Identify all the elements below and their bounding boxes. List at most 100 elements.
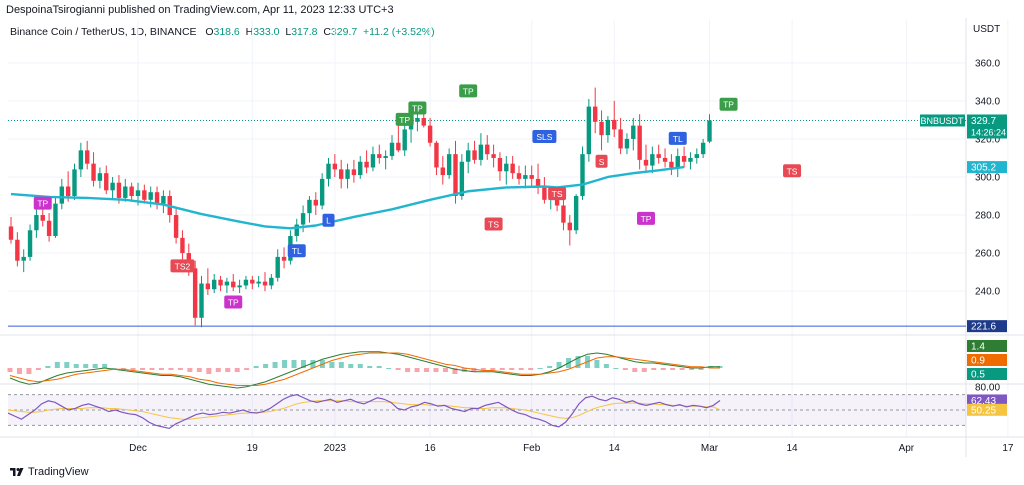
- rsi-ma-value-tag-bg: [967, 403, 1007, 416]
- candle-body: [491, 154, 496, 158]
- candle-body: [21, 256, 26, 261]
- macd-value-tag-bg: [967, 368, 1007, 380]
- signal-marker-box: [548, 187, 567, 201]
- symbol-tag-bg: [920, 114, 965, 127]
- candle-body: [459, 161, 465, 197]
- macd-histogram-bar: [556, 362, 562, 368]
- macd-line: [9, 351, 720, 389]
- macd-histogram-bar: [35, 368, 41, 370]
- candle-body: [364, 161, 369, 168]
- candle: [78, 142, 84, 177]
- macd-histogram-bar: [206, 368, 212, 374]
- candle: [262, 272, 268, 292]
- signal-marker: TP: [719, 97, 738, 111]
- candle: [104, 165, 109, 195]
- y-tick-label: 240.0: [975, 287, 1000, 298]
- candle-body: [434, 142, 439, 168]
- candle: [681, 146, 687, 168]
- candle-body: [529, 175, 534, 179]
- candle-body: [205, 283, 211, 290]
- candle-body: [269, 277, 274, 286]
- x-tick-label: Mar: [701, 443, 719, 454]
- candle: [269, 274, 274, 290]
- candle: [205, 268, 211, 295]
- rsi-line: [7, 394, 721, 430]
- last-price-tag: 329.714:26:24: [967, 114, 1007, 139]
- candle-body: [313, 199, 318, 206]
- candle-body: [478, 144, 484, 160]
- candle-body: [262, 281, 268, 286]
- candle-body: [46, 220, 52, 236]
- macd-histogram-bar: [528, 368, 534, 370]
- macd-histogram-bar: [376, 366, 382, 368]
- macd-histogram-bar: [689, 368, 695, 370]
- tradingview-logo-icon: [10, 468, 24, 476]
- candle: [504, 156, 509, 185]
- signal-marker-box: [224, 295, 243, 309]
- macd-histogram-bar: [357, 364, 363, 368]
- candle: [523, 165, 528, 189]
- candle-body: [624, 138, 630, 149]
- candle: [535, 163, 541, 195]
- candle: [497, 152, 503, 181]
- x-tick-label: Dec: [129, 443, 147, 454]
- candle: [370, 146, 376, 172]
- signal-marker-label: TP: [641, 214, 652, 224]
- macd-histogram-bar: [641, 368, 647, 372]
- macd-histogram-bar: [187, 368, 193, 372]
- candle-body: [91, 163, 96, 181]
- candle: [389, 135, 395, 160]
- symbol-tag-text: BNBUSDT: [920, 116, 964, 126]
- candle: [250, 275, 255, 290]
- candle-body: [485, 144, 490, 155]
- macd-histogram-bar: [452, 368, 458, 374]
- candle-body: [694, 154, 699, 158]
- footer-brand[interactable]: TradingView: [10, 464, 89, 480]
- open-value: 318.6: [213, 26, 240, 38]
- candle-body: [567, 222, 572, 231]
- macd-histogram-bar: [348, 364, 354, 368]
- macd-value-tag-text: 0.9: [971, 356, 985, 367]
- macd-histogram-bar: [603, 364, 609, 368]
- candle-body: [123, 186, 128, 198]
- macd-histogram-bar: [480, 368, 486, 370]
- candle: [218, 275, 223, 292]
- signal-marker: TP: [408, 101, 427, 115]
- signal-marker: TL: [668, 131, 687, 145]
- candle: [402, 123, 407, 157]
- candle: [656, 144, 661, 164]
- candle-body: [358, 161, 363, 176]
- candle: [192, 260, 198, 326]
- signal-marker-label: SLS: [536, 132, 552, 142]
- symbol-name: Binance Coin / TetherUS, 1D, BINANCE: [10, 26, 197, 38]
- candle-body: [319, 178, 325, 206]
- x-tick-label: 16: [425, 443, 437, 454]
- macd-histogram-bar: [594, 360, 600, 368]
- candle-body: [427, 125, 433, 143]
- macd-histogram-bar: [73, 364, 79, 368]
- macd-histogram-bar: [45, 366, 51, 368]
- macd-histogram-bar: [471, 368, 477, 372]
- candle-body: [53, 203, 58, 236]
- candle: [199, 275, 204, 328]
- ma-price-tag-bg: [967, 161, 1007, 174]
- signal-marker-box: [322, 213, 335, 227]
- rsi-value-tag: 62.43: [967, 394, 1007, 407]
- macd-histogram-bar: [547, 366, 553, 368]
- candle: [27, 224, 33, 261]
- candle: [281, 247, 287, 269]
- countdown-value: 14:26:24: [971, 127, 1006, 137]
- macd-histogram-bar: [414, 368, 420, 372]
- candle-body: [212, 279, 217, 290]
- macd-histogram-bar: [329, 362, 335, 368]
- candle: [573, 194, 579, 235]
- macd-value-tag: 1.4: [967, 340, 1007, 353]
- candle: [154, 186, 160, 210]
- signal-marker: TP: [637, 211, 655, 225]
- candle-body: [199, 283, 204, 318]
- candle-body: [605, 119, 611, 136]
- macd-histogram-bar: [509, 368, 515, 370]
- candle-body: [27, 230, 33, 257]
- candle: [142, 184, 147, 204]
